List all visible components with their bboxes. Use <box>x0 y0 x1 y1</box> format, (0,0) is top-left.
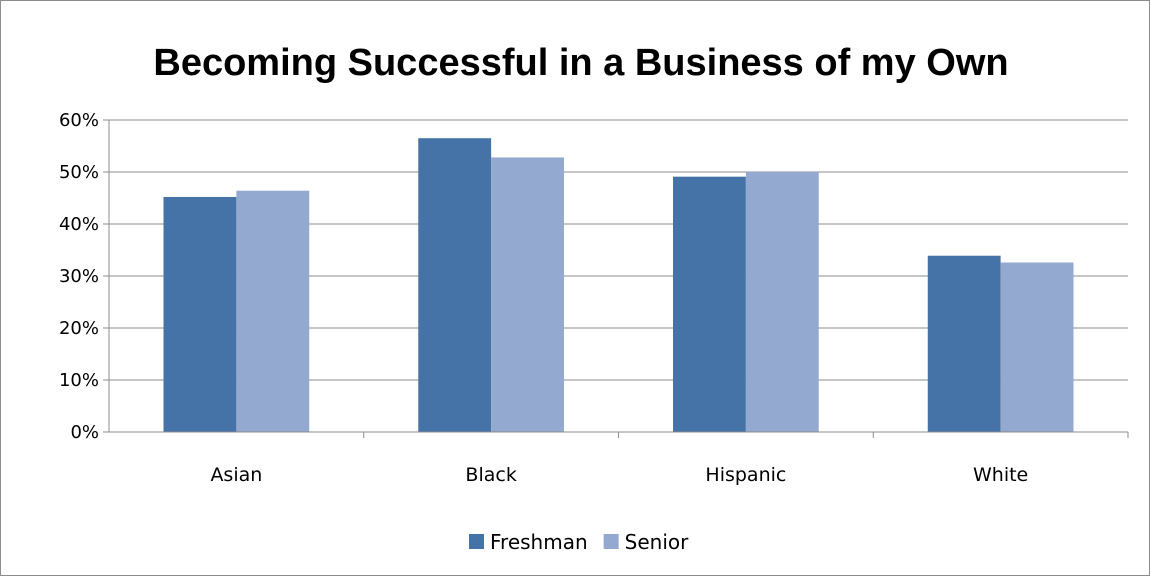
y-axis: 0% 10% 20% 30% 40% 50% 60% <box>59 110 110 443</box>
x-tick-label: Asian <box>210 464 262 486</box>
legend-swatch-senior <box>603 534 619 549</box>
y-tick-label: 60% <box>59 110 99 131</box>
x-tick-label: Black <box>465 464 516 486</box>
y-tick-label: 20% <box>59 318 99 339</box>
bars <box>163 138 1074 432</box>
legend-label-freshman: Freshman <box>490 530 588 554</box>
bar-freshman-hispanic <box>673 176 746 432</box>
x-tick-label: Hispanic <box>705 464 786 486</box>
y-tick-label: 10% <box>59 370 99 391</box>
y-tick-label: 0% <box>70 422 99 443</box>
bar-senior-asian <box>236 190 310 432</box>
bar-freshman-asian <box>163 196 237 432</box>
bar-freshman-white <box>927 255 1001 432</box>
y-tick-label: 50% <box>59 162 99 183</box>
bar-senior-white <box>1000 262 1074 432</box>
x-axis: Asian Black Hispanic White <box>109 431 1129 486</box>
bar-senior-hispanic <box>745 172 819 432</box>
legend: Freshman Senior <box>469 530 689 554</box>
legend-swatch-freshman <box>469 534 484 549</box>
y-tick-label: 30% <box>59 266 99 287</box>
y-tick-label: 40% <box>59 214 99 235</box>
x-tick-label: White <box>973 464 1028 486</box>
legend-label-senior: Senior <box>625 530 689 554</box>
bar-senior-black <box>491 157 564 432</box>
bar-freshman-black <box>418 138 492 432</box>
chart-title: Becoming Successful in a Business of my … <box>153 42 1008 84</box>
